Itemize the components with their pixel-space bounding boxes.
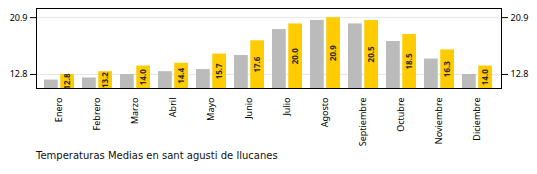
svg-text:Diciembre: Diciembre	[470, 98, 483, 141]
svg-text:16.3: 16.3	[441, 61, 452, 77]
svg-text:13.2: 13.2	[99, 72, 110, 88]
svg-text:20.5: 20.5	[365, 46, 376, 62]
svg-text:Mayo: Mayo	[204, 98, 217, 121]
svg-text:14.0: 14.0	[479, 69, 490, 85]
svg-text:Septiembre: Septiembre	[356, 98, 369, 147]
svg-text:12.8: 12.8	[10, 67, 28, 80]
svg-text:Febrero: Febrero	[90, 98, 103, 131]
svg-text:Junio: Junio	[242, 98, 255, 120]
svg-text:Abril: Abril	[166, 98, 179, 118]
svg-text:15.7: 15.7	[213, 63, 224, 79]
svg-text:20.9: 20.9	[10, 11, 28, 24]
svg-text:12.8: 12.8	[61, 73, 72, 89]
svg-text:Agosto: Agosto	[318, 98, 331, 128]
svg-text:Octubre: Octubre	[394, 98, 407, 132]
svg-text:18.5: 18.5	[403, 53, 414, 69]
html-text:Temperaturas Medias en sant ag: Temperaturas Medias en sant agusti de ll…	[36, 150, 278, 161]
svg-text:14.4: 14.4	[175, 67, 186, 83]
svg-text:20.0: 20.0	[289, 48, 300, 64]
svg-text:Julio: Julio	[280, 98, 293, 117]
svg-text:Marzo: Marzo	[128, 98, 141, 125]
svg-text:17.6: 17.6	[251, 56, 262, 72]
svg-text:20.9: 20.9	[327, 45, 338, 61]
svg-text:12.8: 12.8	[511, 67, 529, 80]
svg-text:Enero: Enero	[52, 98, 65, 123]
svg-text:Noviembre: Noviembre	[432, 98, 445, 145]
svg-text:14.0: 14.0	[137, 69, 148, 85]
svg-text:20.9: 20.9	[511, 11, 529, 24]
